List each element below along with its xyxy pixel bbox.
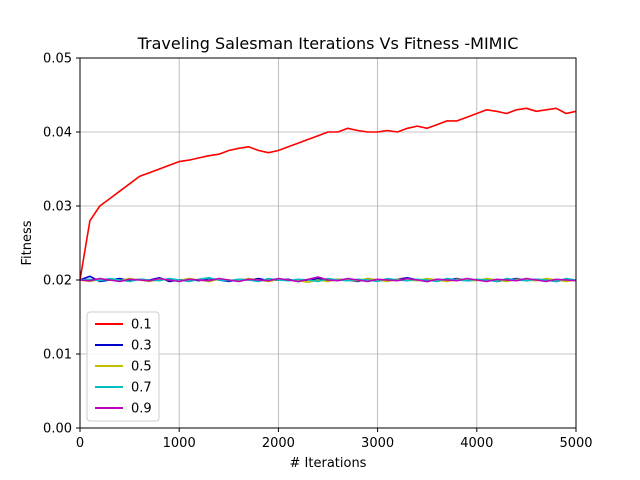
x-tick-label: 1000 <box>163 436 196 451</box>
legend: 0.1 0.3 0.5 0.7 0.9 <box>86 311 160 422</box>
y-tick-label: 0.05 <box>43 52 72 67</box>
series-line-0.9 <box>79 276 577 283</box>
y-axis-label: Fitness <box>20 220 35 265</box>
plot-frame <box>79 57 577 429</box>
y-axis-ticks: 0.00 0.01 0.02 0.03 0.04 0.05 <box>43 52 80 437</box>
x-axis-label: # Iterations <box>290 456 367 471</box>
y-tick-label: 0.03 <box>43 200 72 215</box>
legend-label: 0.1 <box>131 318 152 333</box>
y-tick-label: 0.00 <box>43 422 72 437</box>
x-tick-label: 0 <box>76 436 84 451</box>
series-line-0.1 <box>79 107 577 281</box>
x-axis-ticks: 0 1000 2000 3000 4000 5000 <box>76 428 593 451</box>
legend-label: 0.9 <box>131 402 152 417</box>
series-line-0.7 <box>79 276 577 283</box>
chart-title: Traveling Salesman Iterations Vs Fitness… <box>137 34 519 53</box>
x-tick-label: 3000 <box>361 436 394 451</box>
series-group <box>79 107 577 284</box>
y-tick-label: 0.02 <box>43 274 72 289</box>
x-tick-label: 5000 <box>559 436 592 451</box>
legend-label: 0.3 <box>131 339 152 354</box>
legend-label: 0.5 <box>131 360 152 375</box>
y-tick-label: 0.04 <box>43 126 72 141</box>
x-tick-label: 4000 <box>460 436 493 451</box>
y-tick-label: 0.01 <box>43 348 72 363</box>
legend-label: 0.7 <box>131 381 152 396</box>
x-tick-label: 2000 <box>262 436 295 451</box>
